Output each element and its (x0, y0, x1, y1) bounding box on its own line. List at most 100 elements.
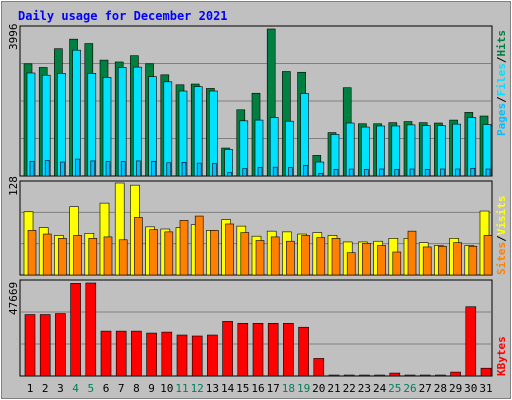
visits-ymax-label: 128 (7, 176, 20, 196)
bar-kbytes-face (465, 306, 477, 377)
day-label: 14 (221, 382, 235, 395)
bar-sites (362, 243, 371, 276)
bar-sites-face (27, 230, 37, 276)
bar-files-face (239, 120, 249, 177)
bar-kbytes (283, 323, 294, 377)
bar-pages-face (333, 169, 339, 177)
bar-files (376, 125, 385, 177)
bar-pages-face (440, 168, 445, 177)
bar-pages-face (394, 169, 400, 177)
bar-pages-face (151, 160, 156, 177)
bar-files (57, 73, 66, 177)
day-label: 22 (343, 382, 356, 395)
bar-pages-face (29, 160, 35, 177)
bar-sites (438, 245, 447, 276)
bar-sites-face (301, 235, 310, 276)
bar-kbytes (389, 372, 401, 377)
day-label: 9 (148, 382, 155, 395)
bar-sites-face (149, 229, 158, 276)
bar-files-face (437, 125, 446, 177)
bar-kbytes (328, 374, 340, 377)
bar-sites-face (134, 217, 143, 276)
day-label: 7 (118, 382, 125, 395)
bar-kbytes (298, 326, 309, 377)
bar-sites (194, 215, 204, 276)
bar-kbytes-face (161, 331, 173, 377)
bars (23, 28, 493, 377)
bar-sites-face (270, 236, 280, 276)
bar-pages (348, 168, 354, 177)
legend-kbytes: KBytes (495, 336, 508, 376)
bar-sites-face (422, 246, 432, 276)
bar-pages (364, 169, 369, 177)
bar-files (193, 86, 203, 177)
hits-ymax-label: 3996 (7, 24, 20, 51)
bar-pages (485, 168, 491, 177)
bar-pages (303, 165, 308, 177)
bar-pages (29, 160, 35, 177)
bar-kbytes (115, 330, 127, 377)
bar-sites (58, 238, 67, 276)
day-label: 21 (327, 382, 340, 395)
bar-sites-face (179, 220, 189, 276)
legend-separator: / (495, 96, 508, 103)
bar-sites (468, 245, 478, 276)
bar-pages (409, 168, 415, 177)
bar-files (102, 77, 112, 177)
bar-kbytes-face (131, 330, 142, 377)
day-label: 5 (87, 382, 94, 395)
bar-pages-face (136, 160, 141, 177)
bar-sites (255, 240, 265, 276)
day-label: 27 (419, 382, 432, 395)
bar-files-face (391, 125, 401, 177)
bar-pages (288, 167, 293, 177)
bar-kbytes-face (237, 323, 249, 377)
bar-kbytes-face (419, 374, 431, 377)
bar-sites (42, 233, 52, 276)
bar-files-face (452, 123, 461, 177)
bar-kbytes (176, 334, 188, 377)
bar-sites-face (286, 240, 295, 276)
bar-kbytes-face (359, 374, 370, 377)
bar-kbytes-face (191, 335, 203, 377)
bar-kbytes-face (328, 374, 340, 377)
bar-sites-face (42, 233, 52, 276)
bar-sites-face (407, 230, 417, 276)
bar-sites-face (58, 238, 67, 276)
legend-pages: Pages (495, 103, 508, 136)
day-label: 13 (206, 382, 219, 395)
bar-files-face (117, 67, 127, 177)
bar-kbytes-face (313, 358, 325, 377)
bar-kbytes-face (283, 323, 294, 377)
day-label: 3 (57, 382, 64, 395)
bar-pages (60, 161, 65, 177)
bar-pages (90, 160, 96, 177)
bar-kbytes (39, 314, 51, 377)
bar-sites (316, 237, 326, 276)
bar-kbytes (85, 282, 97, 377)
bar-sites (453, 242, 462, 276)
bar-files (421, 125, 431, 177)
bar-pages-face (288, 167, 293, 177)
bar-sites-face (225, 223, 234, 276)
bar-pages-face (364, 169, 369, 177)
bar-pages (455, 168, 460, 177)
bar-files (239, 120, 249, 177)
day-label: 1 (27, 382, 34, 395)
day-label: 31 (479, 382, 492, 395)
legend-hits: Hits (495, 30, 508, 57)
bar-sites (407, 230, 417, 276)
bar-kbytes (404, 374, 416, 377)
bar-sites (149, 229, 158, 276)
bar-files (163, 81, 173, 177)
day-labels: 1 2 3 4 5 6 7 8 9 10 11 12 13 14 15 16 17 18 19 20 21 22 23 24 2… (27, 382, 493, 395)
bar-kbytes-face (207, 334, 218, 377)
day-label: 25 (388, 382, 401, 395)
bar-sites-face (316, 237, 326, 276)
bar-pages-face (44, 160, 50, 177)
bar-sites-face (255, 240, 265, 276)
bar-pages-face (105, 161, 111, 177)
bar-sites-face (438, 245, 447, 276)
bar-pages-face (60, 161, 65, 177)
legend-visits-sites: Sites/Visits (495, 196, 508, 276)
